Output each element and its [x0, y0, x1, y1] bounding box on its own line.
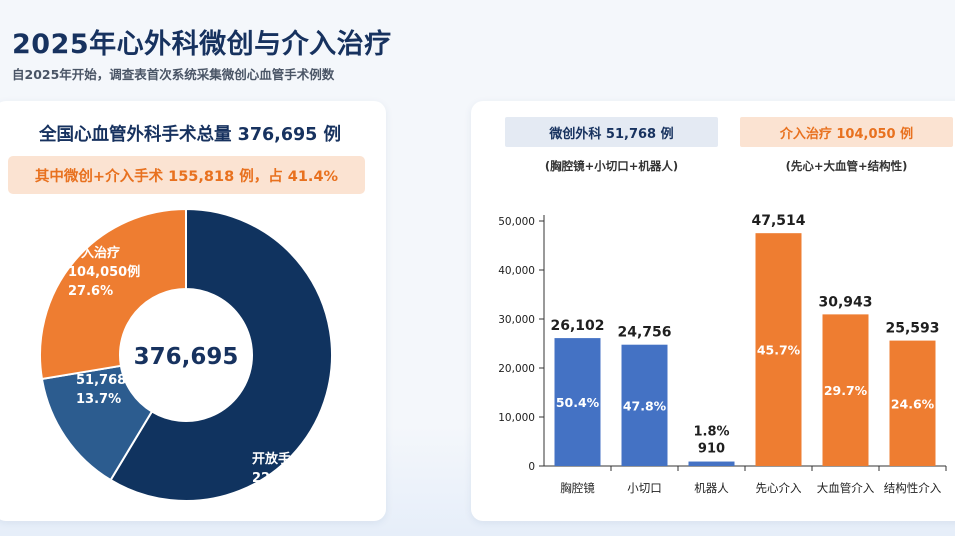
y-tick-label: 40,000 — [498, 265, 535, 277]
x-tick-label: 大血管介入 — [817, 481, 875, 495]
bar-percent-label: 29.7% — [824, 383, 868, 398]
bar — [755, 233, 802, 466]
y-tick-label: 30,000 — [498, 314, 535, 326]
donut-slice — [109, 207, 333, 502]
bar — [889, 340, 936, 466]
donut-slice-name: 介入治疗 — [67, 245, 120, 261]
bar-value-label: 910 — [698, 442, 725, 457]
bar-value-label: 25,593 — [885, 321, 939, 337]
donut-center-total: 376,695 — [134, 344, 239, 370]
y-tick-label: 20,000 — [498, 363, 535, 375]
x-tick-label: 胸腔镜 — [560, 481, 595, 495]
group-title-minimally-invasive: 微创外科 51,768 例 — [549, 126, 674, 142]
donut-slice-percent: 58.6% — [252, 490, 297, 505]
y-tick-label: 0 — [528, 461, 535, 473]
y-tick-label: 50,000 — [498, 216, 535, 228]
group-subtitle-minimally-invasive: (胸腔镜+小切口+机器人) — [544, 159, 679, 173]
bar-percent-label: 24.6% — [891, 396, 935, 411]
page-title: 2025年心外科微创与介入治疗 — [12, 29, 392, 60]
group-header-minimally-invasive: 微创外科 51,768 例 — [505, 117, 718, 147]
x-tick-label: 先心介入 — [756, 481, 802, 495]
bar-percent-label: 45.7% — [757, 343, 801, 358]
bar-value-label: 24,756 — [617, 325, 671, 341]
bar-percent-label: 50.4% — [556, 395, 600, 410]
x-tick-label: 结构性介入 — [884, 481, 942, 495]
bar-chart: 0 10,000 20,000 30,000 40,000 50,000 胸腔镜 26,102… — [498, 213, 947, 495]
bar — [688, 461, 735, 466]
donut-chart: 开放手术220,877例58.6%微创外科51,768例13.7%介入治疗104… — [39, 207, 333, 505]
bar — [554, 338, 601, 466]
x-tick-label: 机器人 — [694, 481, 729, 495]
donut-slice-value: 51,768例 — [76, 372, 139, 388]
bar — [822, 314, 869, 466]
minimally-invasive-banner: 其中微创+介入手术 155,818 例，占 41.4% — [8, 156, 365, 194]
donut-slice-percent: 27.6% — [68, 284, 113, 299]
group-title-interventional: 介入治疗 104,050 例 — [779, 126, 914, 142]
group-header-interventional: 介入治疗 104,050 例 — [740, 117, 953, 147]
x-tick-label: 小切口 — [627, 481, 662, 495]
donut-slice — [39, 207, 187, 381]
bar-percent-label: 47.8% — [623, 398, 667, 413]
bar-value-label: 30,943 — [818, 294, 872, 310]
group-subtitle-interventional: (先心+大血管+结构性) — [785, 159, 908, 173]
y-tick-label: 10,000 — [498, 412, 535, 424]
minimally-invasive-banner-text: 其中微创+介入手术 155,818 例，占 41.4% — [34, 168, 339, 185]
bar-percent-label: 1.8% — [693, 425, 729, 440]
donut-slice-name: 开放手术 — [252, 451, 304, 467]
total-surgery-line: 全国心血管外科手术总量 376,695 例 — [39, 125, 341, 145]
bar — [621, 344, 668, 466]
bar-value-label: 47,514 — [751, 213, 805, 229]
right-card — [471, 101, 955, 521]
donut-slice-percent: 13.7% — [76, 392, 121, 407]
donut-slice-value: 220,877例 — [252, 470, 324, 486]
page-subtitle: 自2025年开始，调查表首次系统采集微创心血管手术例数 — [12, 67, 335, 82]
donut-slice-value: 104,050例 — [68, 264, 140, 280]
bar-value-label: 26,102 — [550, 318, 604, 334]
